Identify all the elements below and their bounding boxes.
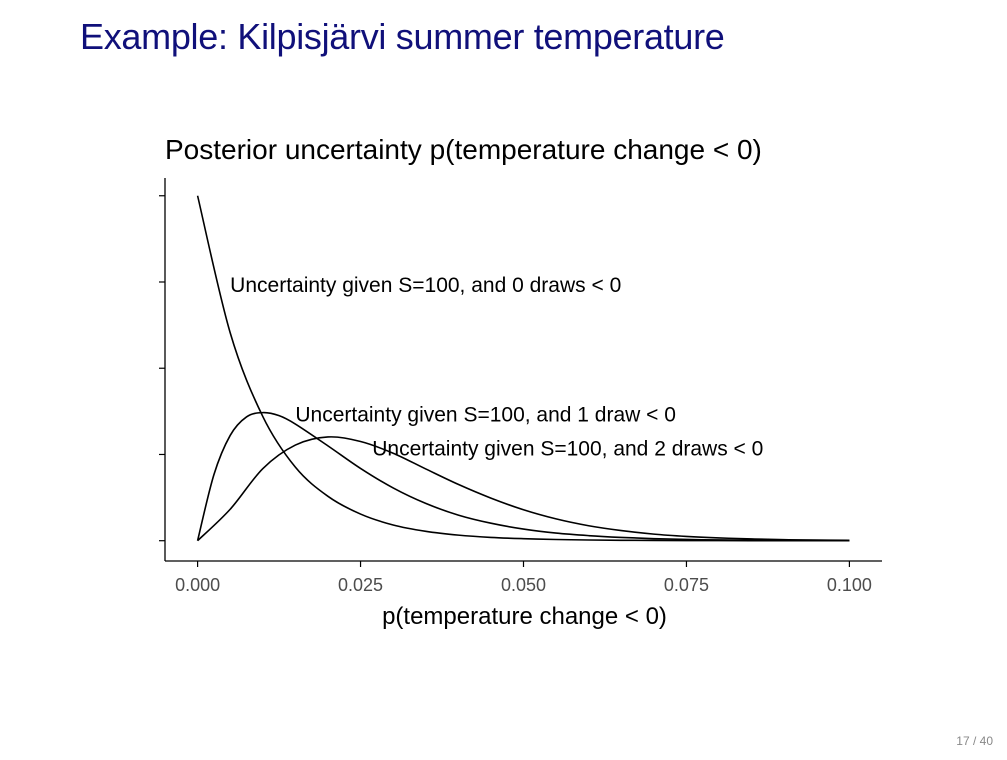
page-number: 17 / 40 xyxy=(956,734,993,748)
x-axis-label: p(temperature change < 0) xyxy=(382,603,667,630)
x-tick-label: 0.100 xyxy=(827,575,872,595)
x-tick-label: 0.050 xyxy=(501,575,546,595)
series-line-2 xyxy=(197,436,850,542)
annotation-label: Uncertainty given S=100, and 1 draw < 0 xyxy=(295,403,676,426)
slide-title: Example: Kilpisjärvi summer temperature xyxy=(80,16,725,57)
x-tick-label: 0.025 xyxy=(338,575,383,595)
series-line-0 xyxy=(196,195,850,542)
annotation-label: Uncertainty given S=100, and 2 draws < 0 xyxy=(372,438,763,461)
series-line-1 xyxy=(196,411,850,542)
x-tick-label: 0.000 xyxy=(175,575,220,595)
annotation-label: Uncertainty given S=100, and 0 draws < 0 xyxy=(230,274,621,297)
x-tick-label: 0.075 xyxy=(664,575,709,595)
chart-title: Posterior uncertainty p(temperature chan… xyxy=(165,134,762,165)
